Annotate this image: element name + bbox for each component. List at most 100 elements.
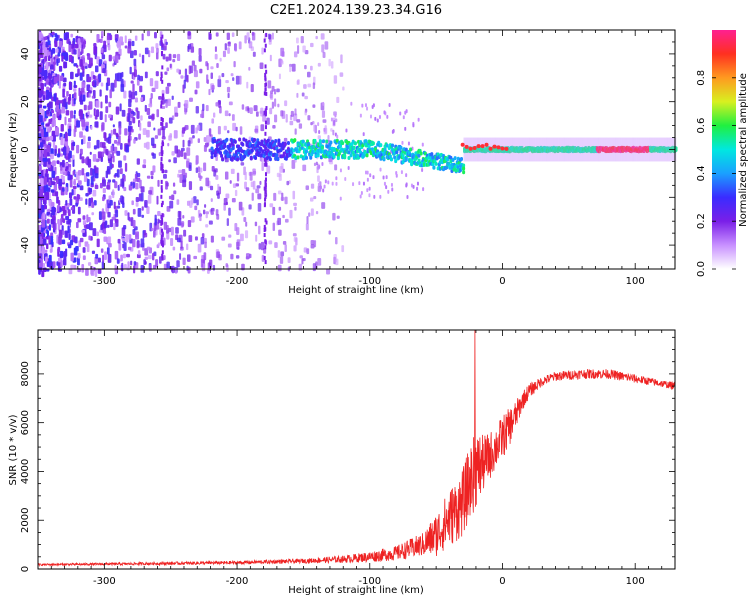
spectrogram-cell <box>265 162 268 167</box>
spectrogram-cell <box>91 201 95 208</box>
spectrogram-cell <box>264 120 267 125</box>
spectrogram-cell <box>48 81 51 86</box>
spectrogram-cell <box>347 150 351 155</box>
spectrogram-cell <box>107 211 111 218</box>
spectrogram-cell <box>93 46 97 55</box>
spectrogram-cell <box>521 137 524 162</box>
spectrogram-cell <box>610 137 613 162</box>
spectrogram-cell <box>264 240 267 245</box>
spectrogram-cell <box>77 252 81 259</box>
spectrogram-cell <box>59 75 64 82</box>
spectrogram-cell <box>121 262 124 272</box>
spectrogram-cell <box>114 218 119 223</box>
spectrogram-cell <box>108 243 112 248</box>
spectrogram-cell <box>67 174 71 181</box>
spectrogram-cell <box>263 224 266 229</box>
spectrogram-cell <box>317 175 320 182</box>
spectrogram-cell <box>67 244 72 249</box>
spectrogram-cell <box>81 119 86 127</box>
spectrogram-cell <box>148 103 153 108</box>
spectrogram-cell <box>277 103 280 108</box>
spectrogram-cell <box>321 202 326 209</box>
spectrogram-cell <box>294 206 297 211</box>
spectrogram-cell <box>47 40 51 46</box>
spectrogram-cell <box>132 117 136 124</box>
spectrogram-cell <box>82 255 86 260</box>
snr-xtick-label: 0 <box>499 576 505 587</box>
spectrogram-cell <box>100 31 104 37</box>
spectrogram-cell <box>43 185 47 193</box>
spectrogram-cell <box>67 209 71 217</box>
spectrogram-cell <box>114 181 118 189</box>
spectrogram-cell <box>336 215 340 219</box>
spectrogram-cell <box>468 146 473 151</box>
spectrogram-cell <box>633 137 636 162</box>
spectrogram-cell <box>210 198 213 202</box>
spectrogram-cell <box>76 144 80 154</box>
spectrogram-cell <box>234 189 238 197</box>
spectrogram-cell <box>231 114 235 121</box>
spectrogram-cell <box>124 210 128 216</box>
spectrogram-cell <box>42 157 47 162</box>
spectrogram-cell <box>48 75 53 80</box>
spectrogram-cell <box>126 266 130 271</box>
spectrogram-cell <box>478 137 481 162</box>
spectrogram-cell <box>305 155 309 160</box>
spectrogram-cell <box>664 137 667 162</box>
spectrogram-cell <box>335 258 339 266</box>
spectrogram-cell <box>318 164 321 169</box>
spectrogram-cell <box>215 102 219 107</box>
spectrogram-cell <box>264 185 267 190</box>
spectrogram-cell <box>543 137 546 162</box>
spectrogram-cell <box>89 151 92 155</box>
spectrogram-cell <box>164 169 168 174</box>
spectrogram-cell <box>134 97 138 103</box>
spectrogram-cell <box>77 257 80 266</box>
spectrogram-cell <box>332 212 336 221</box>
spectrogram-cell <box>151 87 156 92</box>
spectrogram-cell <box>104 114 107 123</box>
spectrogram-cell <box>199 68 203 74</box>
snr-ytick-label: 2000 <box>20 507 31 532</box>
spectrogram-cell <box>305 149 309 154</box>
spectrogram-cell <box>269 107 273 115</box>
spectrogram-cell <box>318 129 321 134</box>
spectrogram-cell <box>57 246 61 253</box>
spectrogram-cell <box>113 201 116 210</box>
spectrogram-cell <box>107 136 112 144</box>
spectrogram-cell <box>245 221 248 227</box>
spectrogram-cell <box>133 64 137 71</box>
spectrogram-cell <box>405 183 408 188</box>
spectrogram-cell <box>155 52 159 60</box>
spectrogram-cell <box>91 212 95 216</box>
spectrogram-cell <box>91 250 96 255</box>
spectrogram-cell <box>665 137 668 162</box>
spectrogram-cell <box>73 88 77 92</box>
spectrogram-cell <box>578 137 581 162</box>
spectrogram-cell <box>634 137 637 162</box>
spectrogram-cell <box>305 223 309 231</box>
spectrogram-cell <box>210 146 214 151</box>
spectrogram-cell <box>130 260 133 266</box>
spectrogram-cell <box>581 137 584 162</box>
spectrogram-cell <box>208 128 212 137</box>
spectrogram-cell <box>142 128 147 136</box>
spectrogram-cell <box>66 91 69 97</box>
spectrogram-cell <box>104 221 107 229</box>
spectrogram-cell <box>108 133 112 139</box>
spectrogram-cell <box>343 153 347 158</box>
colorbar-tick-label: 0.8 <box>696 70 707 86</box>
spectrogram-cell <box>96 238 100 248</box>
spectrogram-cell <box>287 257 291 264</box>
spectrogram-cell <box>607 137 610 162</box>
spectrogram-cell <box>50 49 53 56</box>
spectrogram-cell <box>135 107 139 112</box>
spectrogram-cell <box>91 95 95 99</box>
spectrogram-cell <box>228 207 231 216</box>
spectrogram-cell <box>48 181 52 186</box>
spectrogram-cell <box>58 41 63 48</box>
spectrogram-cell <box>127 107 132 114</box>
spectrogram-cell <box>101 54 106 60</box>
spectrogram-cell <box>215 32 219 37</box>
spectrogram-cell <box>43 36 48 41</box>
